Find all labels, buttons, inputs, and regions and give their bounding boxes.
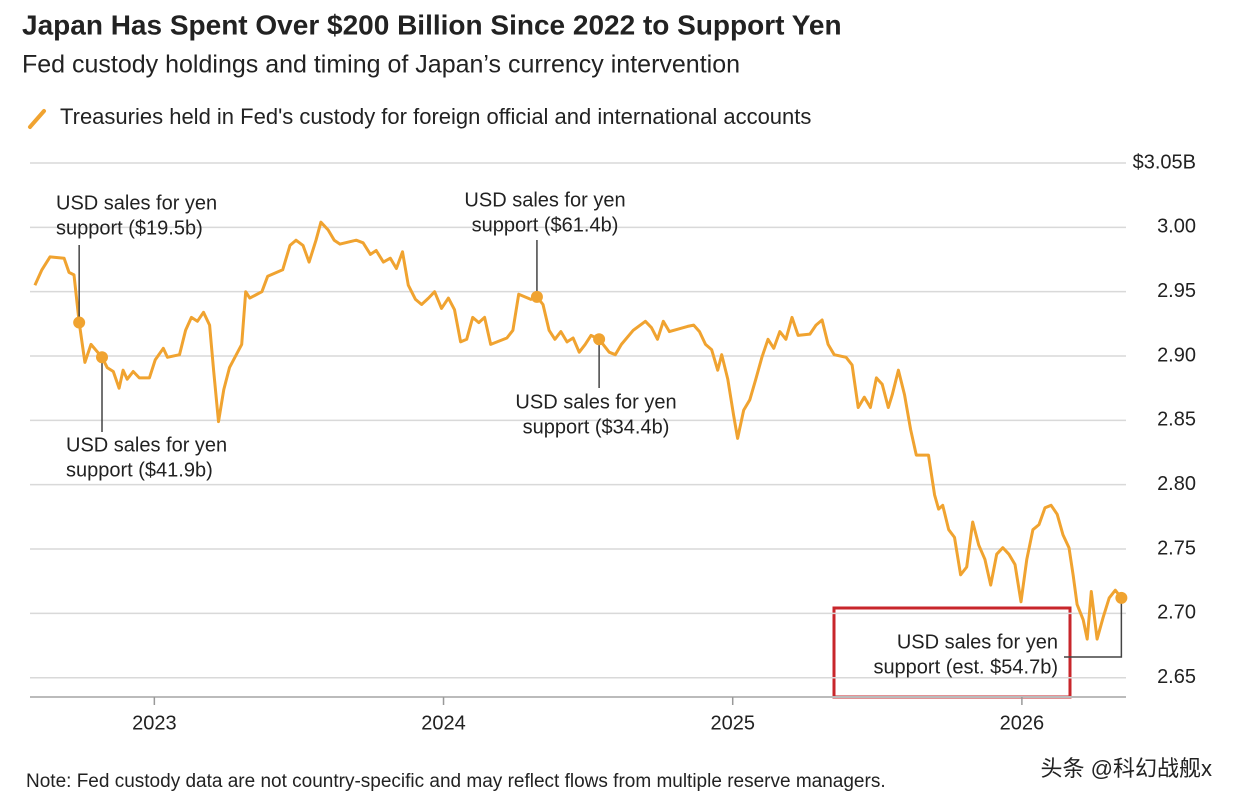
annotation-dot: [593, 333, 606, 346]
x-tick-label: 2023: [132, 712, 177, 734]
chart-subtitle: Fed custody holdings and timing of Japan…: [22, 51, 740, 79]
y-tick-label: 2.90: [1157, 344, 1196, 366]
annotation-text: support ($61.4b): [472, 214, 619, 236]
y-tick-label: 2.80: [1157, 473, 1196, 495]
annotation-text: support ($34.4b): [523, 416, 670, 438]
y-tick-label: 2.85: [1157, 409, 1196, 431]
y-tick-label: 2.95: [1157, 280, 1196, 302]
annotation-dot: [1115, 591, 1128, 604]
annotation-dot: [530, 290, 543, 303]
annotation-dot: [73, 316, 86, 329]
annotation-text: support ($41.9b): [66, 459, 213, 481]
annotation-text: support ($19.5b): [56, 217, 203, 239]
note: Note: Fed custody data are not country-s…: [26, 771, 886, 792]
watermark: 头条 @科幻战舰x: [1041, 756, 1212, 781]
legend-icon: [28, 109, 46, 129]
x-tick-label: 2024: [421, 712, 466, 734]
annotation-dot: [96, 351, 109, 364]
annotation-text: USD sales for yen: [66, 434, 227, 456]
y-tick-label: $3.05B: [1133, 151, 1196, 173]
y-tick-label: 2.65: [1157, 666, 1196, 688]
y-tick-label: 2.70: [1157, 602, 1196, 624]
x-tick-label: 2025: [710, 712, 755, 734]
annotation-leader: [1064, 597, 1123, 658]
annotation-text: support (est. $54.7b): [873, 656, 1058, 678]
y-tick-label: 2.75: [1157, 537, 1196, 559]
annotation-text: USD sales for yen: [515, 391, 676, 413]
legend-label: Treasuries held in Fed's custody for for…: [60, 104, 811, 129]
annotation-text: USD sales for yen: [897, 631, 1058, 653]
x-tick-label: 2026: [1000, 712, 1045, 734]
y-tick-label: 3.00: [1157, 216, 1196, 238]
annotation-text: USD sales for yen: [56, 192, 217, 214]
annotation-text: USD sales for yen: [464, 189, 625, 211]
chart-title: Japan Has Spent Over $200 Billion Since …: [22, 9, 842, 40]
